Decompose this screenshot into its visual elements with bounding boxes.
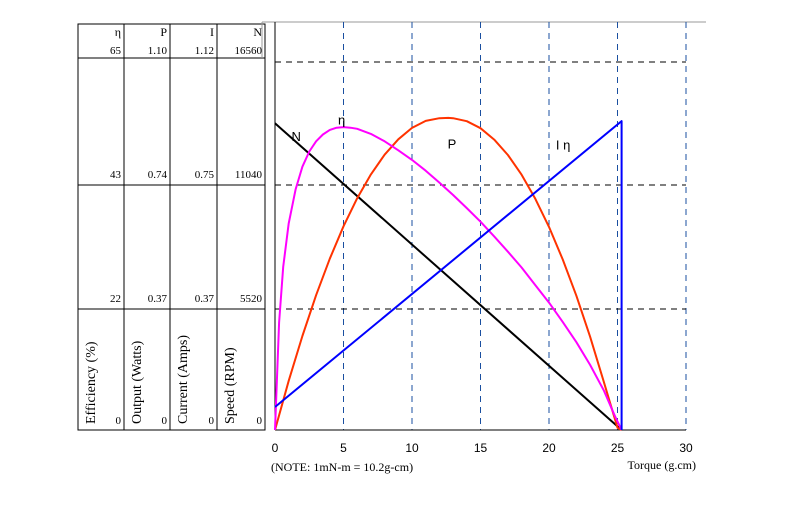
series-label: I η — [556, 138, 570, 153]
x-tick-label: 15 — [474, 441, 488, 455]
axis-tick-value: 0.75 — [195, 169, 215, 181]
series-line-output — [274, 116, 623, 431]
x-axis: 0 5 10 15 20 25 30 Torque (g.cm) (NOTE: 1mN-m = … — [271, 441, 696, 474]
axis-symbol-2: I — [210, 25, 214, 39]
series-line-speed — [274, 122, 623, 431]
axis-tick-value: 0 — [162, 415, 168, 427]
axis-title-0: Efficiency (%) — [84, 341, 99, 424]
axis-tick-value: 5520 — [240, 293, 263, 305]
series-line-efficiency — [274, 126, 623, 431]
axis-tick-value: 16560 — [235, 45, 263, 57]
series-line-current — [274, 120, 623, 430]
series-label: η — [338, 113, 345, 128]
x-tick-label: 30 — [679, 441, 693, 455]
axis-title-1: Output (Watts) — [130, 340, 145, 424]
value-scale-table: η 0 22 43 65 Efficiency (%) P 0 0.37 0.74 1.10 Outp… — [77, 23, 266, 431]
series-label: P — [448, 136, 457, 151]
axis-tick-value: 43 — [110, 169, 122, 181]
plot-labels: Nη P I η — [291, 113, 570, 153]
unit-note: (NOTE: 1mN-m = 10.2g-cm) — [271, 460, 413, 474]
axis-title-2: Current (Amps) — [176, 335, 191, 424]
x-axis-title: Torque (g.cm) — [628, 458, 696, 472]
table-frame — [77, 23, 266, 431]
series-label: N — [291, 129, 300, 144]
axis-title-3: Speed (RPM) — [223, 347, 238, 424]
x-tick-label: 10 — [405, 441, 419, 455]
axis-tick-value: 22 — [110, 293, 121, 305]
axis-tick-value: 0.74 — [148, 169, 168, 181]
axis-symbol-0: η — [115, 25, 121, 39]
axis-tick-value: 0.37 — [148, 293, 168, 305]
axis-symbol-1: P — [160, 25, 167, 39]
axis-symbol-3: N — [253, 25, 262, 39]
axis-tick-value: 65 — [110, 45, 122, 57]
axis-tick-value: 11040 — [235, 169, 263, 181]
x-tick-label: 25 — [611, 441, 625, 455]
plot-series — [274, 116, 623, 431]
axis-tick-value: 0 — [209, 415, 215, 427]
x-tick-label: 5 — [340, 441, 347, 455]
x-tick-label: 20 — [542, 441, 556, 455]
axis-tick-value: 1.12 — [195, 45, 214, 57]
axis-tick-value: 0 — [257, 415, 263, 427]
axis-tick-value: 1.10 — [148, 45, 168, 57]
axis-tick-value: 0.37 — [195, 293, 215, 305]
axis-tick-value: 0 — [116, 415, 122, 427]
x-tick-label: 0 — [272, 441, 279, 455]
